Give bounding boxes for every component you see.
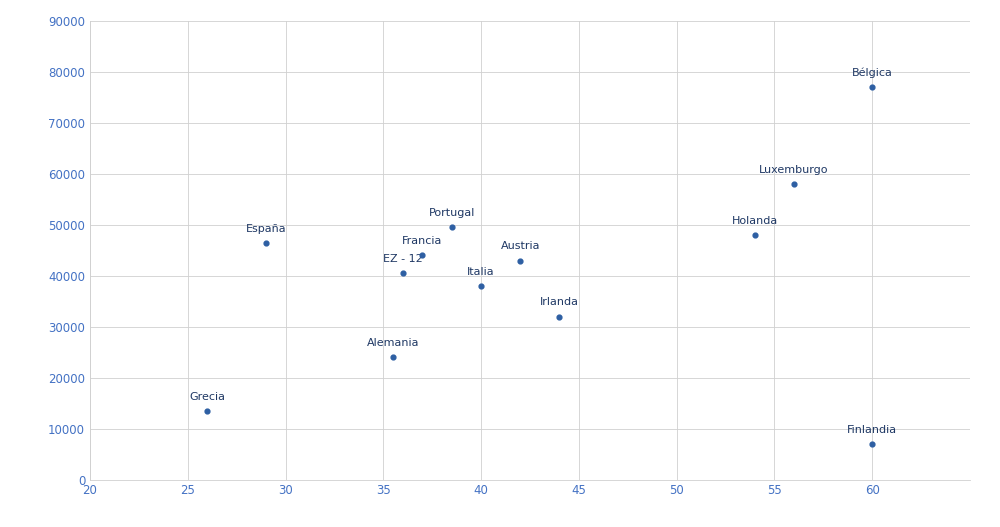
Point xyxy=(864,83,880,92)
Text: Alemania: Alemania xyxy=(367,338,419,348)
Text: Austria: Austria xyxy=(500,241,540,251)
Point xyxy=(551,313,567,321)
Text: Luxemburgo: Luxemburgo xyxy=(759,165,829,175)
Text: EZ - 12: EZ - 12 xyxy=(383,254,423,264)
Point xyxy=(786,180,802,188)
Text: Bélgica: Bélgica xyxy=(852,67,893,78)
Point xyxy=(864,440,880,448)
Point xyxy=(199,407,215,415)
Point xyxy=(414,251,430,260)
Point xyxy=(258,238,274,247)
Point xyxy=(747,231,763,239)
Text: Irlanda: Irlanda xyxy=(540,297,579,307)
Text: España: España xyxy=(246,223,286,233)
Point xyxy=(444,223,460,232)
Text: Portugal: Portugal xyxy=(429,208,475,218)
Point xyxy=(385,353,401,362)
Point xyxy=(395,269,411,278)
Point xyxy=(473,282,489,290)
Point xyxy=(512,256,528,265)
Text: Holanda: Holanda xyxy=(732,216,778,226)
Text: Italia: Italia xyxy=(467,267,495,277)
Text: Finlandia: Finlandia xyxy=(847,425,897,435)
Text: Grecia: Grecia xyxy=(189,392,225,402)
Text: Francia: Francia xyxy=(402,236,443,246)
